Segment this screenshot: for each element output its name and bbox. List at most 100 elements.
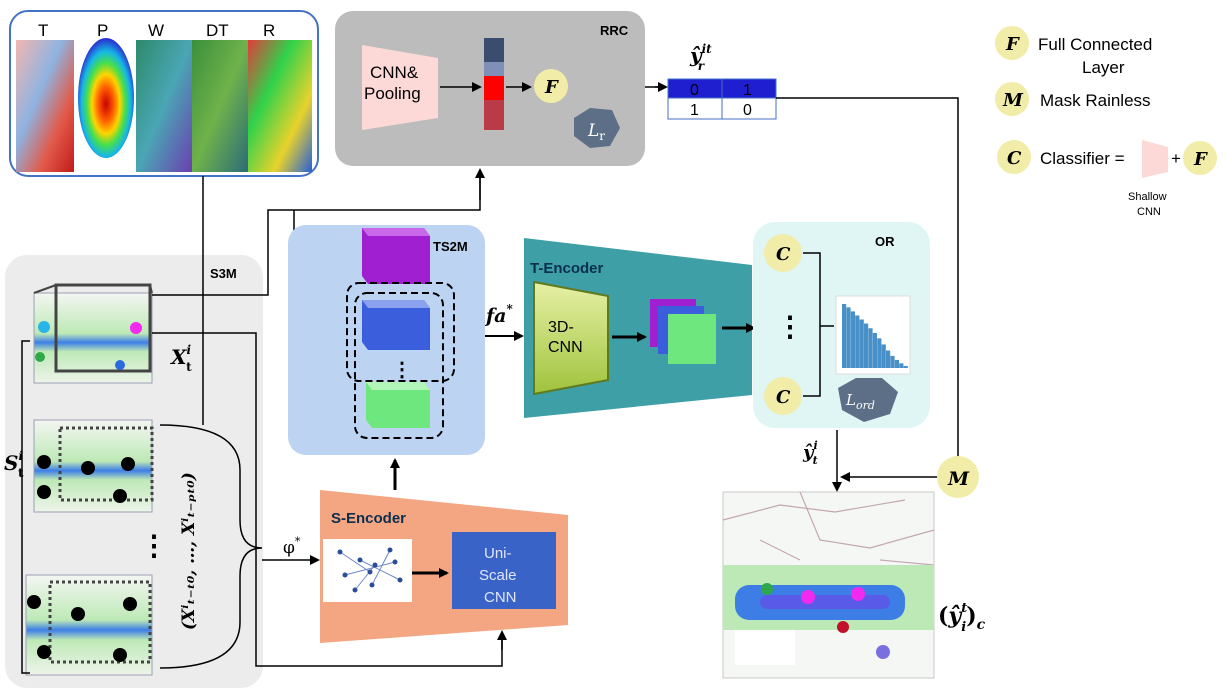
rrc-title: RRC <box>600 23 629 38</box>
ts2m-cube-mid <box>362 300 430 350</box>
yr-bottom-right-value: 0 <box>743 102 752 119</box>
output-point-4 <box>837 621 849 633</box>
yr-top-right-value: 1 <box>743 82 752 99</box>
tencoder-feature-3 <box>668 314 716 364</box>
s3m-cube-history-2 <box>25 574 153 676</box>
sencoder-graph-edges <box>339 549 401 591</box>
output-point-2 <box>801 590 815 604</box>
rrc-loss-label: Lr <box>587 121 605 143</box>
ts2m-title: TS2M <box>433 239 468 254</box>
yr-to-mask-line <box>776 97 959 460</box>
legend-shallow-line2: CNN <box>1137 206 1161 218</box>
s3m-cube-history-1 <box>33 419 154 513</box>
or-histogram-bar <box>903 365 908 368</box>
ts2m-cube-bottom <box>366 382 430 428</box>
yt-label: ŷi t <box>802 439 818 467</box>
or-dots: ⋮ <box>776 311 804 342</box>
cube2-point-1 <box>37 455 51 469</box>
legend-f-circle <box>995 26 1029 60</box>
output-map-patch-1 <box>735 630 795 665</box>
ts2m-cube-bottom-face <box>366 382 430 390</box>
or-histogram-bar <box>886 350 891 368</box>
or-histogram-bar <box>877 338 882 368</box>
output-map-core-band <box>760 595 890 609</box>
input-label-p: P <box>97 21 108 40</box>
legend-f2-circle <box>1183 141 1217 175</box>
cube2-point-3 <box>121 457 135 471</box>
rrc-cnn-label-1: CNN& <box>370 63 419 82</box>
legend-m-symbol: M <box>1002 90 1024 111</box>
wind-map <box>136 40 192 172</box>
yr-label: ŷit r <box>689 42 712 73</box>
cube1-edge-1 <box>33 284 57 294</box>
cube1-frame <box>54 283 152 373</box>
cube3-point-4 <box>37 645 51 659</box>
ts2m-cube-mid-face <box>362 300 430 308</box>
tencoder-3dcnn-shape <box>533 280 609 396</box>
or-loss-heptagon <box>838 378 898 422</box>
rrc-f-symbol: F <box>544 77 559 98</box>
s3m-cube-current: Xi t <box>33 283 192 384</box>
output-label: (ŷt i)c <box>938 601 986 635</box>
rrc-f-circle <box>534 69 568 103</box>
legend-shallow-cnn-shape <box>1142 140 1168 178</box>
rrc-cnn-trapezoid <box>362 45 438 130</box>
s3m-block: S3M Xi t ⋮ <box>4 255 263 688</box>
sencoder-block: S-Encoder Uni- Scale CNN <box>320 490 568 643</box>
cube3-point-1 <box>27 595 41 609</box>
yr-top-left-value: 0 <box>690 82 699 99</box>
or-c-circle-bottom <box>764 377 802 415</box>
legend-f-line2: Layer <box>1082 58 1125 77</box>
input-label-t: T <box>38 21 48 40</box>
input-label-r: R <box>263 21 275 40</box>
cube1-point-2 <box>130 322 142 334</box>
pressure-map <box>78 38 134 158</box>
ts2m-dashed-outer <box>346 282 455 382</box>
cube1-point-3 <box>35 352 45 362</box>
or-histogram-bar <box>868 328 873 368</box>
legend-f-symbol: F <box>1005 34 1020 55</box>
input-variables-panel: T P W DT R <box>9 10 319 177</box>
output-point-1 <box>761 583 773 595</box>
unicnn-box <box>452 532 556 609</box>
or-c-symbol-top: C <box>776 244 791 265</box>
legend-shallow-line1: Shallow <box>1128 191 1167 203</box>
ts2m-block: TS2M ⋮ <box>288 225 485 455</box>
s3m-left-bracket <box>21 340 30 674</box>
or-c-circle-top <box>764 234 802 272</box>
ts2m-dots: ⋮ <box>392 359 412 381</box>
rrc-feature-cell-1 <box>484 38 504 62</box>
cube3-point-2 <box>71 607 85 621</box>
legend: F Full Connected Layer M Mask Rainless C… <box>995 26 1217 218</box>
or-histogram-bar <box>842 304 847 368</box>
output-point-5 <box>876 645 890 659</box>
unicnn-line3: CNN <box>484 589 517 606</box>
cube2-point-4 <box>37 485 51 499</box>
or-histogram-bar <box>850 311 855 368</box>
cube3-frame <box>48 580 152 664</box>
or-title: OR <box>875 234 895 249</box>
unicnn-line2: Scale <box>479 567 517 584</box>
output-map <box>722 491 935 679</box>
rrc-feature-cell-2 <box>484 62 504 76</box>
legend-m-text: Mask Rainless <box>1040 91 1151 110</box>
s3m-s-label: Si t <box>4 449 24 480</box>
mask-symbol: M <box>947 468 970 490</box>
tencoder-cnn-line2: CNN <box>548 339 583 356</box>
or-histogram-bar <box>890 355 895 368</box>
output-point-3 <box>851 587 865 601</box>
phi-label: φ* <box>283 535 301 558</box>
s3m-title: S3M <box>210 266 237 281</box>
or-histogram-bar <box>894 359 899 368</box>
cube1-point-4 <box>115 360 125 370</box>
sencoder-title: S-Encoder <box>331 510 406 527</box>
cube2-point-2 <box>81 461 95 475</box>
yr-bottom-left-value: 1 <box>690 102 699 119</box>
or-c-symbol-bottom: C <box>776 387 791 408</box>
ts2m-cube-top <box>362 228 430 284</box>
s3m-to-unicnn-line <box>152 332 503 667</box>
cube1-face <box>33 292 153 384</box>
ts2m-cube-top-face <box>362 228 430 236</box>
unicnn-line1: Uni- <box>484 545 512 562</box>
